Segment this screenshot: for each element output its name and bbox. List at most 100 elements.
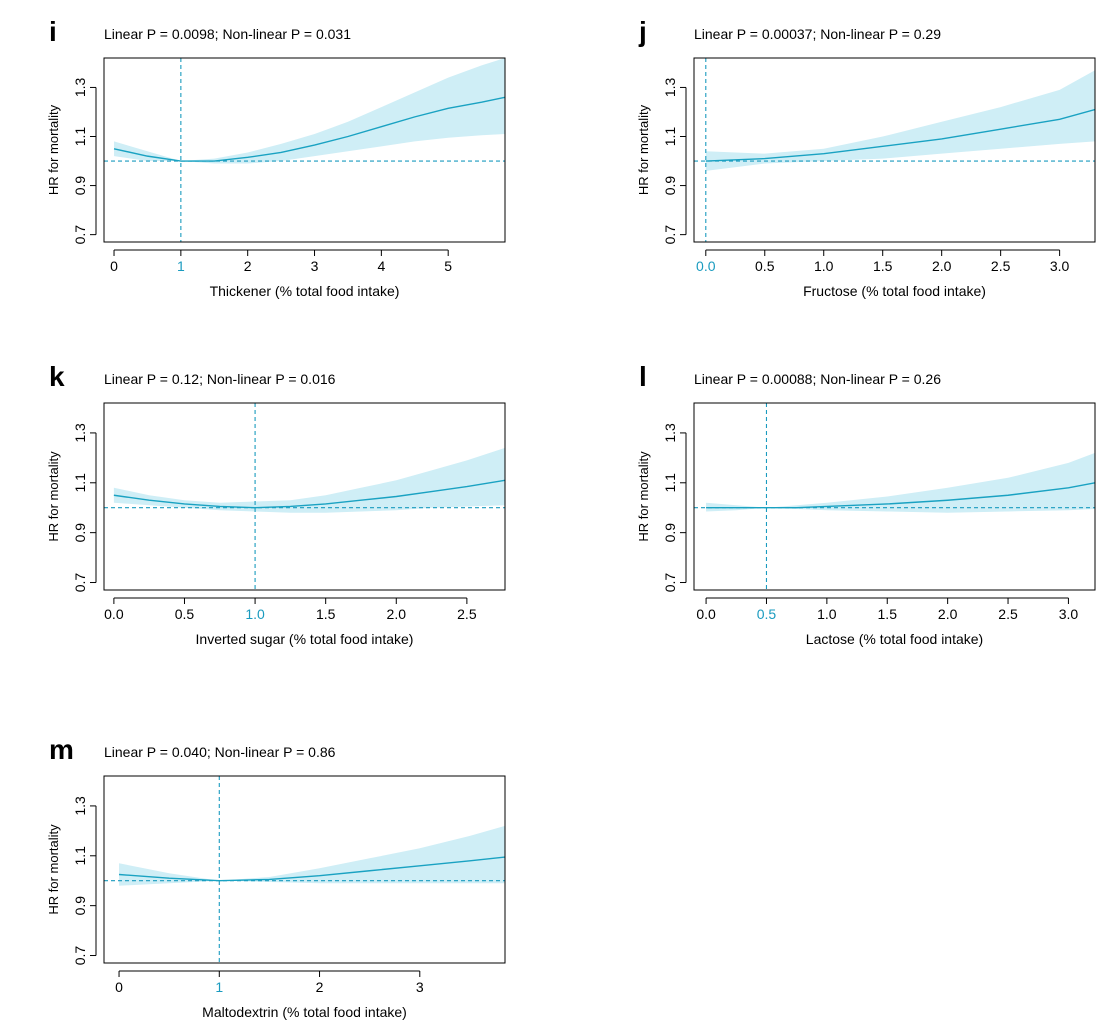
x-tick-label: 1.0	[245, 606, 265, 622]
x-tick-label: 3	[416, 979, 424, 995]
x-tick-label: 2.5	[457, 606, 477, 622]
y-tick-label: 1.3	[72, 796, 88, 816]
panel-subtitle: Linear P = 0.12; Non-linear P = 0.016	[104, 371, 336, 387]
hr-curve	[706, 482, 1095, 509]
x-axis-label: Thickener (% total food intake)	[210, 283, 400, 299]
panel-letter: j	[638, 16, 647, 47]
x-axis: 0.0 0.5 1.0 1.5 2.0 2.5 3.0	[696, 597, 1079, 622]
plot-frame	[103, 775, 506, 964]
x-tick-label: 3.0	[1059, 606, 1079, 622]
confidence-band	[119, 825, 505, 886]
y-axis: 0.7 0.9 1.1 1.3	[72, 423, 97, 593]
x-tick-label: 0.5	[175, 606, 195, 622]
x-tick-label: 2.0	[387, 606, 407, 622]
x-tick-label: 2.0	[938, 606, 958, 622]
x-tick-label: 2.5	[991, 258, 1011, 274]
hr-curve	[118, 856, 505, 882]
y-tick-label: 1.1	[72, 473, 88, 493]
plot-frame	[103, 57, 506, 243]
x-axis-label: Fructose (% total food intake)	[803, 283, 986, 299]
y-tick-label: 0.7	[72, 573, 88, 593]
y-axis: 0.7 0.9 1.1 1.3	[72, 796, 97, 966]
y-axis-label: HR for mortality	[46, 451, 61, 542]
plot-frame	[693, 57, 1096, 243]
y-tick-label: 1.1	[72, 127, 88, 147]
x-tick-label: 0.0	[104, 606, 124, 622]
plot-frame	[693, 402, 1096, 591]
y-axis: 0.7 0.9 1.1 1.3	[662, 423, 687, 593]
confidence-band	[705, 70, 1095, 171]
hr-curve	[113, 479, 505, 509]
y-tick-label: 1.3	[662, 423, 678, 443]
panel-subtitle: Linear P = 0.040; Non-linear P = 0.86	[104, 744, 336, 760]
x-tick-label: 1.5	[878, 606, 898, 622]
panel-letter: l	[639, 361, 647, 392]
x-tick-label: 1	[215, 979, 223, 995]
y-tick-label: 0.7	[72, 946, 88, 966]
x-axis-label: Maltodextrin (% total food intake)	[202, 1004, 407, 1020]
x-tick-label: 1.0	[814, 258, 834, 274]
x-axis: 0.0 0.5 1.0 1.5 2.0 2.5 3.0	[696, 249, 1070, 274]
panel-letter: i	[49, 16, 57, 47]
y-tick-label: 1.1	[662, 127, 678, 147]
x-tick-label: 2.5	[998, 606, 1018, 622]
x-axis: 0 1 2 3	[115, 970, 424, 995]
panel-letter: m	[49, 734, 74, 765]
y-tick-label: 0.7	[72, 225, 88, 245]
x-tick-label: 1	[177, 258, 185, 274]
x-tick-label: 2	[316, 979, 324, 995]
y-axis: 0.7 0.9 1.1 1.3	[72, 77, 97, 245]
y-tick-label: 0.9	[72, 176, 88, 196]
confidence-band	[113, 447, 505, 513]
x-axis: 0.0 0.5 1.0 1.5 2.0 2.5	[104, 597, 477, 622]
panel-m: 0 1 2 3 0.7 0.9 1.1 1.3 HR for mortality Maltodex…	[46, 734, 506, 1020]
x-tick-label: 2	[244, 258, 252, 274]
plot-frame	[103, 402, 506, 591]
panel-subtitle: Linear P = 0.00037; Non-linear P = 0.29	[694, 26, 941, 42]
y-axis-label: HR for mortality	[46, 824, 61, 915]
hr-curve	[113, 96, 505, 162]
x-tick-label: 0.5	[755, 258, 775, 274]
x-tick-label: 3	[311, 258, 319, 274]
panel-k: 0.0 0.5 1.0 1.5 2.0 2.5 0.7 0.9 1.1 1.3 HR for mor…	[46, 361, 506, 647]
panel-l: 0.0 0.5 1.0 1.5 2.0 2.5 3.0 0.7 0.9 1.1 1.3 HR for …	[636, 361, 1096, 647]
y-tick-label: 0.9	[72, 896, 88, 916]
x-tick-label: 0	[110, 258, 118, 274]
confidence-band	[706, 452, 1095, 513]
x-tick-label: 0.0	[696, 606, 716, 622]
x-tick-label: 1.5	[316, 606, 336, 622]
panel-subtitle: Linear P = 0.00088; Non-linear P = 0.26	[694, 371, 941, 387]
x-tick-label: 1.0	[817, 606, 837, 622]
confidence-band	[114, 58, 505, 164]
y-axis-label: HR for mortality	[636, 104, 651, 195]
y-tick-label: 0.9	[662, 176, 678, 196]
y-axis: 0.7 0.9 1.1 1.3	[662, 77, 687, 245]
x-axis-label: Lactose (% total food intake)	[806, 631, 983, 647]
x-tick-label: 5	[444, 258, 452, 274]
x-tick-label: 0.0	[696, 258, 716, 274]
y-tick-label: 1.1	[662, 473, 678, 493]
panel-i: 0 1 2 3 4 5 0.7 0.9 1.1 1.3 HR for mortality Thicke…	[46, 16, 506, 299]
y-axis-label: HR for mortality	[46, 104, 61, 195]
x-tick-label: 2.0	[932, 258, 952, 274]
y-tick-label: 0.9	[72, 523, 88, 543]
y-tick-label: 1.3	[72, 423, 88, 443]
x-tick-label: 1.5	[873, 258, 893, 274]
y-tick-label: 0.9	[662, 523, 678, 543]
panel-subtitle: Linear P = 0.0098; Non-linear P = 0.031	[104, 26, 351, 42]
y-tick-label: 0.7	[662, 573, 678, 593]
y-tick-label: 1.1	[72, 846, 88, 866]
x-tick-label: 0	[115, 979, 123, 995]
x-axis: 0 1 2 3 4 5	[110, 249, 452, 274]
y-tick-label: 1.3	[72, 77, 88, 97]
panel-letter: k	[49, 361, 65, 392]
x-axis-label: Inverted sugar (% total food intake)	[196, 631, 414, 647]
x-tick-label: 0.5	[757, 606, 777, 622]
panel-j: 0.0 0.5 1.0 1.5 2.0 2.5 3.0 0.7 0.9 1.1 1.3 HR for …	[636, 16, 1096, 299]
hr-curve	[705, 108, 1095, 162]
x-tick-label: 4	[377, 258, 385, 274]
x-tick-label: 3.0	[1050, 258, 1070, 274]
y-tick-label: 0.7	[662, 225, 678, 245]
y-tick-label: 1.3	[662, 77, 678, 97]
